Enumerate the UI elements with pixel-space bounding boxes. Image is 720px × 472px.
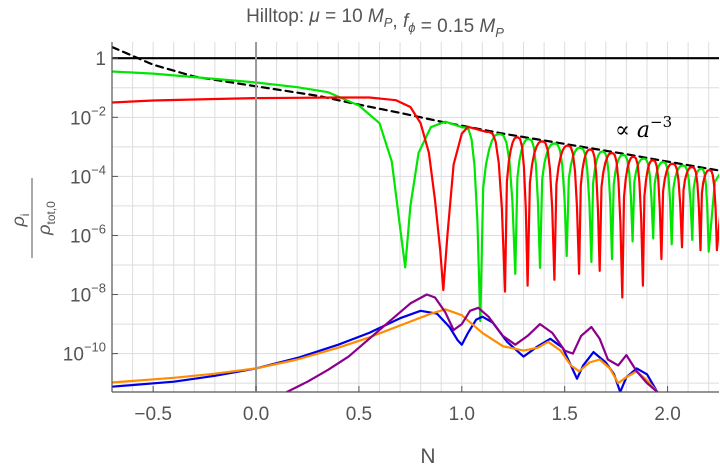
x-tick-label: 0.0 xyxy=(243,404,269,425)
x-tick-label: 1.0 xyxy=(449,404,475,425)
series-layer xyxy=(112,45,719,392)
grid-lines xyxy=(112,42,719,392)
x-axis-label: N xyxy=(420,445,435,468)
y-tick-label: 1 xyxy=(95,49,106,70)
series-line-perturbation-1 xyxy=(112,309,659,392)
y-label-numerator: ρi xyxy=(8,214,32,228)
series-line-perturbation-2 xyxy=(112,308,659,392)
scaling-annotation: ∝ a−3 xyxy=(615,113,672,143)
series-line-field-component-1 xyxy=(112,70,719,323)
series-line-perturbation-3 xyxy=(285,293,659,392)
y-tick-label: 10−8 xyxy=(70,281,106,307)
x-tick-label: 0.5 xyxy=(346,404,372,425)
y-tick-label: 10−2 xyxy=(70,103,106,129)
y-label-denominator: ρtot,0 xyxy=(34,201,58,236)
chart-title: Hilltop: μ = 10 MP, fϕ = 0.15 MP xyxy=(246,6,504,40)
axes xyxy=(111,42,719,393)
y-tick-label: 10−10 xyxy=(63,340,106,366)
x-tick-label: 2.0 xyxy=(654,404,680,425)
series-line-a-3-scaling xyxy=(112,45,719,172)
series-line-field-component-2 xyxy=(112,96,719,299)
x-tick-label: 1.5 xyxy=(551,404,577,425)
series-group xyxy=(112,45,719,392)
y-tick-label: 10−6 xyxy=(70,221,106,247)
y-tick-label: 10−4 xyxy=(70,162,106,188)
tick-labels: −0.5 0.0 0.5 1.0 1.5 2.0 1 10−2 10−4 10−6 10−8 10−1… xyxy=(63,49,681,425)
x-tick-label: −0.5 xyxy=(134,404,172,425)
